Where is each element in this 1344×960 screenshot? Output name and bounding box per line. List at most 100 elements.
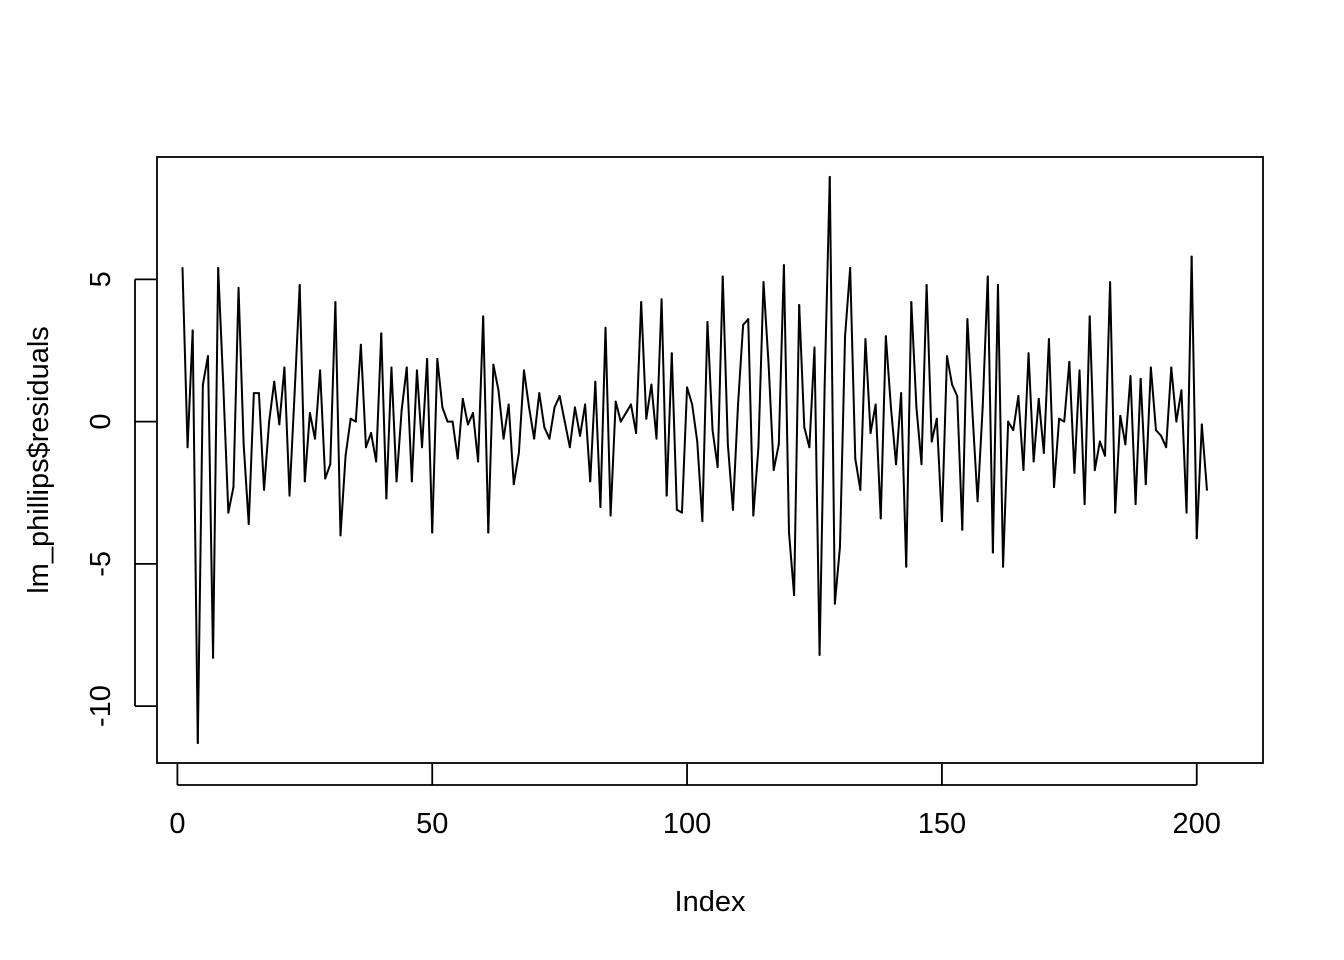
residual-segment	[273, 380, 281, 426]
residual-segment	[966, 318, 974, 415]
residual-segment	[869, 403, 877, 434]
residual-segment	[461, 397, 469, 426]
residual-segment	[344, 417, 352, 457]
residual-segment	[752, 446, 760, 517]
residual-segment	[319, 369, 327, 480]
residual-segment	[895, 392, 903, 466]
residual-segment	[1154, 429, 1163, 437]
residual-segment	[1093, 440, 1101, 471]
residual-segment	[553, 394, 561, 409]
residual-segment	[522, 369, 531, 409]
residual-segment	[390, 366, 398, 483]
residual-segment	[640, 301, 648, 420]
residual-segment	[976, 406, 984, 503]
residual-segment	[528, 406, 536, 440]
residual-segment	[747, 318, 755, 517]
series-layer	[181, 175, 1208, 745]
x-tick-label: 0	[169, 808, 185, 840]
residual-segment	[884, 335, 892, 409]
x-tick-label: 100	[663, 808, 711, 840]
residual-segment	[930, 417, 938, 443]
residual-segment	[665, 352, 673, 497]
residual-segment	[619, 412, 627, 423]
residual-segment	[247, 392, 255, 526]
residual-segment	[782, 264, 790, 534]
residual-segment	[441, 406, 449, 423]
residual-segment	[395, 409, 403, 483]
residual-segment	[1078, 369, 1086, 506]
residual-segment	[1083, 315, 1091, 506]
residual-segment	[370, 431, 378, 463]
residual-segment	[385, 366, 393, 500]
residual-segment	[971, 412, 979, 503]
residual-segment	[1190, 255, 1198, 540]
residual-segment	[257, 392, 266, 491]
residual-segment	[1047, 338, 1056, 489]
residual-segment	[726, 443, 734, 511]
residual-segment	[838, 335, 847, 548]
y-tick-label: 0	[85, 414, 117, 430]
residual-segment	[793, 303, 801, 597]
residual-segment	[421, 358, 429, 449]
residual-segment	[609, 400, 617, 517]
residual-segment	[579, 403, 587, 437]
residual-segment	[686, 386, 694, 406]
residual-segment	[991, 284, 999, 554]
residual-segment	[716, 275, 724, 469]
residual-segment	[1068, 360, 1076, 474]
residual-segment	[1134, 377, 1142, 506]
residual-segment	[874, 403, 882, 520]
residual-segment	[492, 363, 500, 392]
residual-segment	[517, 369, 525, 454]
residual-segment	[680, 386, 689, 514]
residual-segment	[456, 397, 464, 460]
residual-segment	[263, 420, 271, 491]
residual-segment	[497, 389, 505, 440]
residual-segment	[217, 266, 225, 386]
residual-segment	[905, 301, 913, 568]
residual-segment	[227, 486, 235, 514]
y-tick-label: 5	[85, 271, 117, 287]
residual-segment	[314, 369, 322, 440]
residual-segment	[711, 429, 719, 469]
residual-segment	[1175, 389, 1183, 423]
residual-segment	[859, 338, 867, 491]
residual-segment	[1037, 397, 1045, 454]
residual-segment	[1022, 352, 1030, 471]
residual-segment	[920, 284, 928, 466]
residual-segment	[487, 363, 495, 534]
residual-segment	[604, 326, 612, 517]
residual-segment	[589, 380, 597, 483]
residual-segment	[772, 443, 780, 471]
residual-segment	[706, 321, 714, 432]
residual-segment	[818, 383, 826, 656]
residual-segment	[670, 352, 678, 511]
residual-segment	[1073, 369, 1081, 474]
x-axis: 0 50 100 150 200	[169, 764, 1221, 840]
residual-segment	[400, 366, 408, 412]
residual-segment	[630, 403, 638, 434]
residual-segment	[1007, 420, 1015, 432]
residual-segment	[599, 326, 607, 508]
residual-segment	[925, 284, 933, 443]
residual-segment	[339, 454, 347, 537]
residual-segment	[573, 406, 582, 437]
residual-segment	[1124, 375, 1132, 446]
residual-segment	[1129, 375, 1137, 506]
residual-segment	[691, 403, 699, 443]
y-axis-label: lm_phillips$residuals	[23, 326, 55, 594]
residual-segment	[472, 412, 480, 463]
residual-segment	[466, 412, 474, 426]
residual-segment	[798, 303, 806, 429]
residual-segment	[477, 315, 485, 463]
residual-segment	[660, 298, 668, 497]
residual-segment	[329, 301, 337, 466]
residual-segment	[624, 403, 632, 415]
residual-segment	[293, 284, 301, 395]
residual-segment	[956, 394, 964, 531]
x-tick-label: 200	[1173, 808, 1221, 840]
residual-segment	[757, 281, 765, 449]
residual-segment	[548, 406, 556, 440]
residual-segment	[298, 284, 306, 483]
